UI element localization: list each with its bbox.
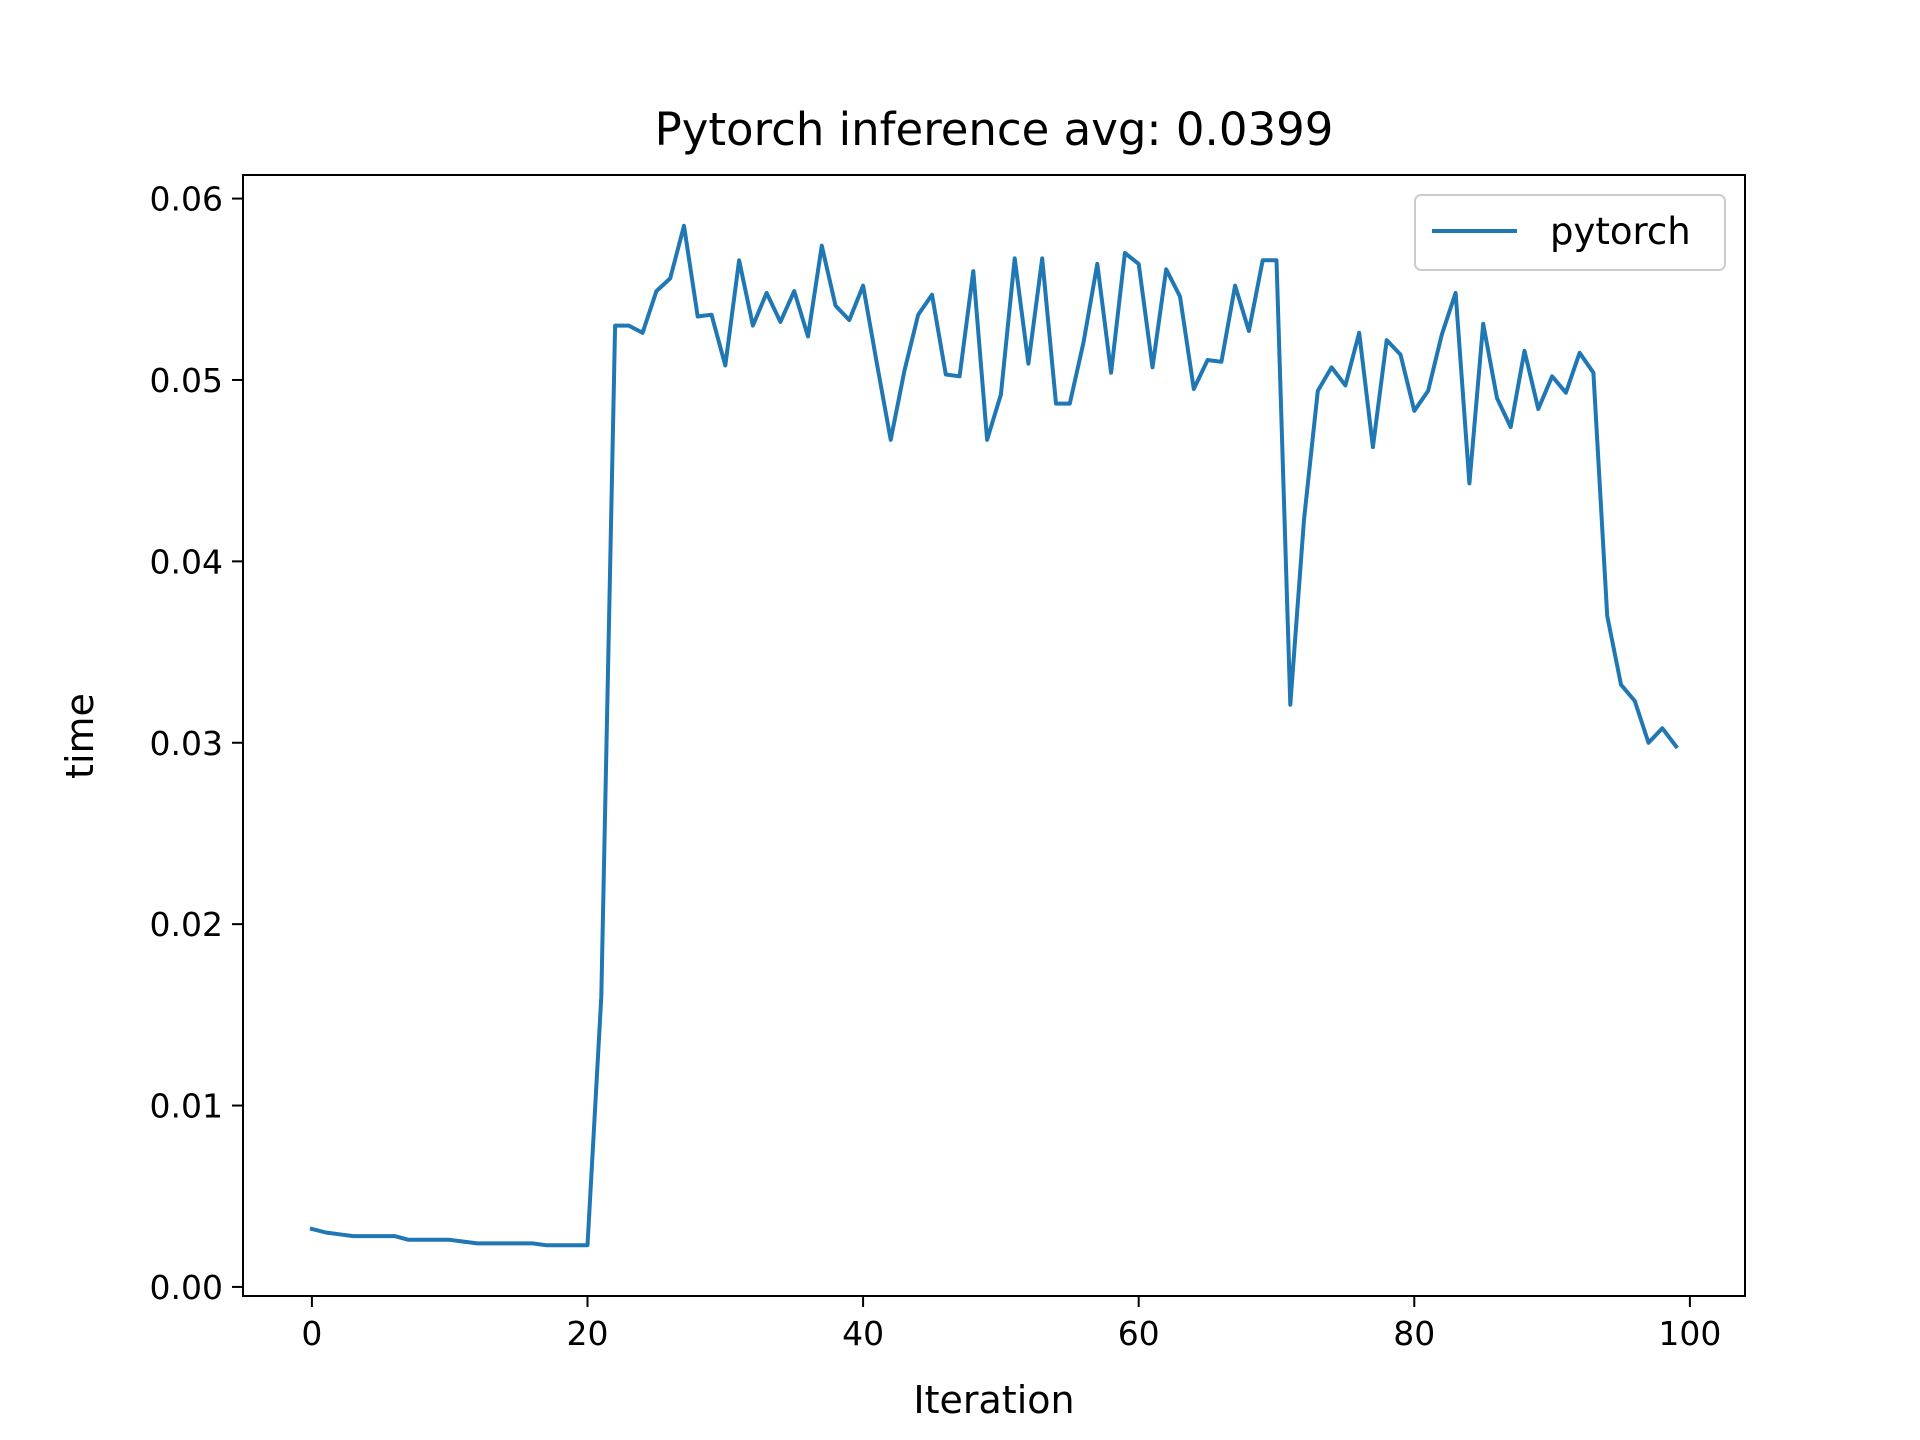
x-tick-label: 60 <box>1118 1314 1160 1353</box>
x-tick-label: 80 <box>1393 1314 1435 1353</box>
plot-area <box>309 223 1679 1248</box>
axes-frame <box>242 174 1746 1297</box>
y-axis-label: time <box>58 693 102 779</box>
x-tick-label: 40 <box>842 1314 884 1353</box>
y-tick-label: 0.05 <box>150 361 223 400</box>
y-tick-label: 0.06 <box>150 180 223 219</box>
y-tick-label: 0.00 <box>150 1268 223 1307</box>
series-line-pytorch <box>309 223 1679 1248</box>
y-tick-label: 0.03 <box>150 724 223 763</box>
x-tick-label: 20 <box>566 1314 608 1353</box>
legend-label-pytorch: pytorch <box>1550 210 1691 253</box>
y-tick-label: 0.01 <box>150 1087 223 1126</box>
x-tick-label: 0 <box>301 1314 322 1353</box>
x-axis-label: Iteration <box>913 1378 1074 1422</box>
y-tick-label: 0.02 <box>150 905 223 944</box>
y-axis: 0.00 0.01 0.02 0.03 0.04 0.05 0.06 <box>150 180 243 1307</box>
x-tick-label: 100 <box>1658 1314 1721 1353</box>
chart-title: Pytorch inference avg: 0.0399 <box>655 103 1334 156</box>
legend: pytorch <box>1414 194 1726 271</box>
legend-box <box>1414 194 1726 271</box>
x-axis: 0 20 40 60 80 100 <box>301 1296 1721 1353</box>
y-tick-label: 0.04 <box>150 542 223 581</box>
